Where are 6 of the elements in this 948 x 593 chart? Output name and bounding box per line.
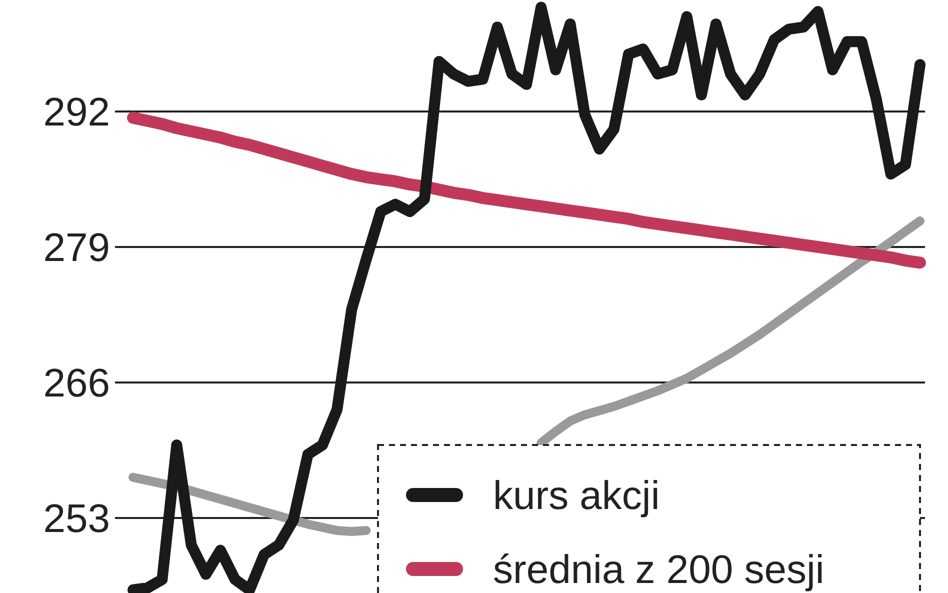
y-tick-label: 266 bbox=[43, 361, 110, 406]
legend-label: średnia z 200 sesji bbox=[493, 548, 824, 592]
legend-label: kurs akcji bbox=[493, 474, 660, 518]
y-tick-label: 279 bbox=[43, 226, 110, 270]
y-tick-label: 253 bbox=[43, 496, 110, 541]
y-tick-label: 292 bbox=[43, 90, 110, 135]
